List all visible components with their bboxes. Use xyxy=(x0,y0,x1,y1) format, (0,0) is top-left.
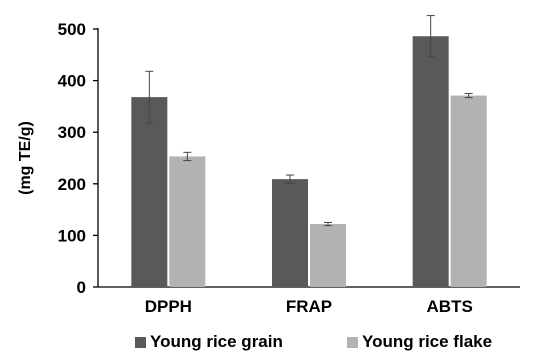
legend-item-young-rice-flake: Young rice flake xyxy=(347,332,492,352)
error-bar-young-rice-flake-abts xyxy=(464,93,473,99)
y-axis-label: (mg TE/g) xyxy=(17,121,34,195)
error-bar-young-rice-flake-dpph xyxy=(183,151,192,162)
y-tick-label: 400 xyxy=(58,72,86,91)
y-tick-label: 200 xyxy=(58,175,86,194)
legend-item-young-rice-grain: Young rice grain xyxy=(135,332,283,352)
legend: Young rice grain Young rice flake xyxy=(0,332,545,354)
y-tick-label: 500 xyxy=(58,20,86,39)
x-tick-label-frap: FRAP xyxy=(286,297,332,316)
error-bar-young-rice-grain-abts xyxy=(426,15,435,58)
y-tick-label: 300 xyxy=(58,123,86,142)
legend-label-young-rice-grain: Young rice grain xyxy=(150,332,283,351)
bar-young-rice-flake-abts xyxy=(450,95,487,288)
x-tick-label-abts: ABTS xyxy=(427,297,473,316)
x-axis: DPPH FRAP ABTS xyxy=(98,286,520,316)
legend-swatch-young-rice-flake xyxy=(347,336,358,348)
y-tick-label: 0 xyxy=(77,278,86,297)
bar-young-rice-grain-abts xyxy=(412,36,449,287)
error-bar-young-rice-grain-dpph xyxy=(145,70,154,124)
bar-young-rice-grain-frap xyxy=(272,179,308,287)
y-tick-label: 100 xyxy=(58,226,86,245)
error-bar-young-rice-grain-frap xyxy=(286,174,294,184)
x-tick-label-dpph: DPPH xyxy=(145,297,192,316)
legend-label-young-rice-flake: Young rice flake xyxy=(362,332,493,351)
legend-swatch-young-rice-grain xyxy=(135,336,146,348)
bar-young-rice-flake-frap xyxy=(310,224,346,287)
error-bar-young-rice-flake-frap xyxy=(324,222,332,227)
bar-young-rice-flake-dpph xyxy=(169,156,206,287)
y-axis: 0 100 200 300 400 500 xyxy=(58,20,99,297)
bar-young-rice-grain-dpph xyxy=(131,97,168,287)
bars xyxy=(131,15,487,288)
